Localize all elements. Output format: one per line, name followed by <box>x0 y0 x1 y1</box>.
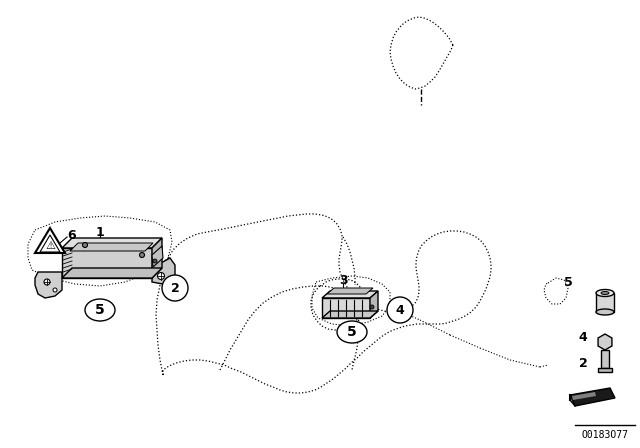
Circle shape <box>370 305 374 309</box>
Ellipse shape <box>596 289 614 297</box>
Polygon shape <box>322 311 378 318</box>
Ellipse shape <box>337 321 367 343</box>
Circle shape <box>44 279 50 285</box>
Text: 1: 1 <box>95 225 104 238</box>
Polygon shape <box>35 228 65 253</box>
Text: 5: 5 <box>347 325 357 339</box>
Polygon shape <box>572 392 596 400</box>
Polygon shape <box>40 235 60 252</box>
Polygon shape <box>62 248 152 278</box>
Ellipse shape <box>601 292 609 294</box>
Polygon shape <box>598 368 612 372</box>
Polygon shape <box>596 293 614 312</box>
Circle shape <box>153 259 157 263</box>
Polygon shape <box>152 246 163 267</box>
Text: 2: 2 <box>171 281 179 294</box>
Text: 5: 5 <box>95 303 105 317</box>
Polygon shape <box>322 298 370 318</box>
Text: ⚠: ⚠ <box>45 241 55 251</box>
Circle shape <box>162 275 188 301</box>
Polygon shape <box>601 350 609 368</box>
Polygon shape <box>62 238 162 248</box>
Polygon shape <box>370 291 378 318</box>
Circle shape <box>157 272 164 280</box>
Polygon shape <box>62 268 162 278</box>
Circle shape <box>140 253 145 258</box>
Polygon shape <box>598 334 612 350</box>
Text: O0183O77: O0183O77 <box>582 430 628 440</box>
Text: 6: 6 <box>68 228 76 241</box>
Polygon shape <box>35 272 62 298</box>
Polygon shape <box>322 291 378 298</box>
Text: 4: 4 <box>579 331 588 344</box>
Text: 5: 5 <box>564 276 572 289</box>
Polygon shape <box>570 388 615 406</box>
Polygon shape <box>70 243 153 251</box>
Ellipse shape <box>85 299 115 321</box>
Circle shape <box>53 288 57 292</box>
Text: 3: 3 <box>339 273 348 287</box>
Polygon shape <box>152 238 162 278</box>
Polygon shape <box>152 258 175 285</box>
Circle shape <box>387 297 413 323</box>
Circle shape <box>83 242 88 247</box>
Ellipse shape <box>596 309 614 315</box>
Text: 4: 4 <box>396 303 404 316</box>
Polygon shape <box>327 288 373 294</box>
Text: 2: 2 <box>579 357 588 370</box>
